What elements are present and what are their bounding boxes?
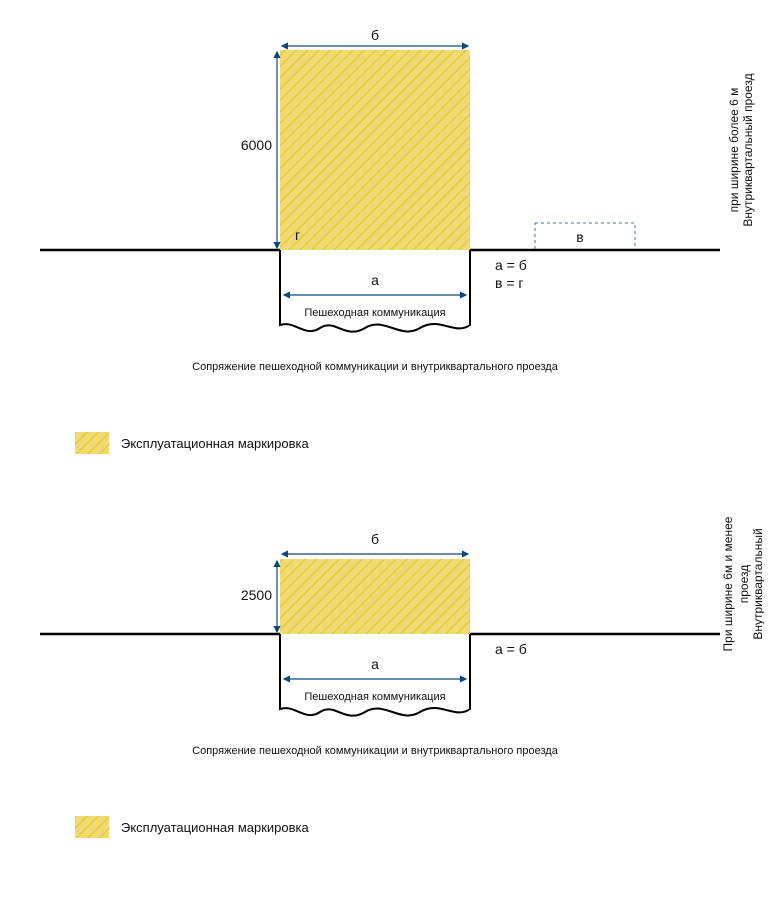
path-label-2: Пешеходная коммуникация (304, 691, 445, 703)
side-label-1a: Внутриквартальный проезд (741, 73, 755, 226)
center-label-2: а (371, 656, 379, 672)
cavity-path-1 (280, 250, 470, 332)
corner-left-label-1: г (295, 227, 300, 243)
equation2-1: в = г (495, 275, 524, 291)
side-label-1b: при ширине более 6 м (727, 88, 741, 213)
center-label-1: а (371, 272, 379, 288)
side-label-2a: Внутриквартальный (751, 528, 764, 639)
corner-right-label-1: в (576, 229, 583, 245)
path-label-1: Пешеходная коммуникация (304, 307, 445, 319)
side-label-2c: При ширине 6м и менее (721, 516, 735, 651)
height-label-1: 6000 (241, 137, 272, 153)
top-dim-label-1: б (371, 27, 379, 43)
legend-swatch-2 (75, 816, 109, 838)
height-label-2: 2500 (241, 587, 272, 603)
dashed-region-1 (535, 223, 635, 250)
top-dim-label-2: б (371, 531, 379, 547)
legend-swatch-1 (75, 432, 109, 454)
legend-text-1: Эксплуатационная маркировка (121, 436, 309, 451)
diagram-2-svg: б 2500 а Пешеходная коммуникация а = б С… (20, 504, 764, 804)
diagram-2: б 2500 а Пешеходная коммуникация а = б С… (20, 504, 764, 838)
side-label-2b: проезд (737, 565, 751, 604)
legend-1: Эксплуатационная маркировка (75, 432, 764, 454)
equation1-2: а = б (495, 641, 527, 657)
diagram-1: б 6000 г в а Пешеходная коммуникация а =… (20, 20, 764, 454)
caption-2: Сопряжение пешеходной коммуникации и вну… (192, 745, 559, 757)
legend-text-2: Эксплуатационная маркировка (121, 820, 309, 835)
marking-area-2 (280, 559, 470, 634)
diagram-1-svg: б 6000 г в а Пешеходная коммуникация а =… (20, 20, 764, 420)
equation1-1: а = б (495, 257, 527, 273)
cavity-path-2 (280, 634, 470, 716)
legend-2: Эксплуатационная маркировка (75, 816, 764, 838)
caption-1: Сопряжение пешеходной коммуникации и вну… (192, 361, 559, 373)
marking-area-1 (280, 50, 470, 250)
